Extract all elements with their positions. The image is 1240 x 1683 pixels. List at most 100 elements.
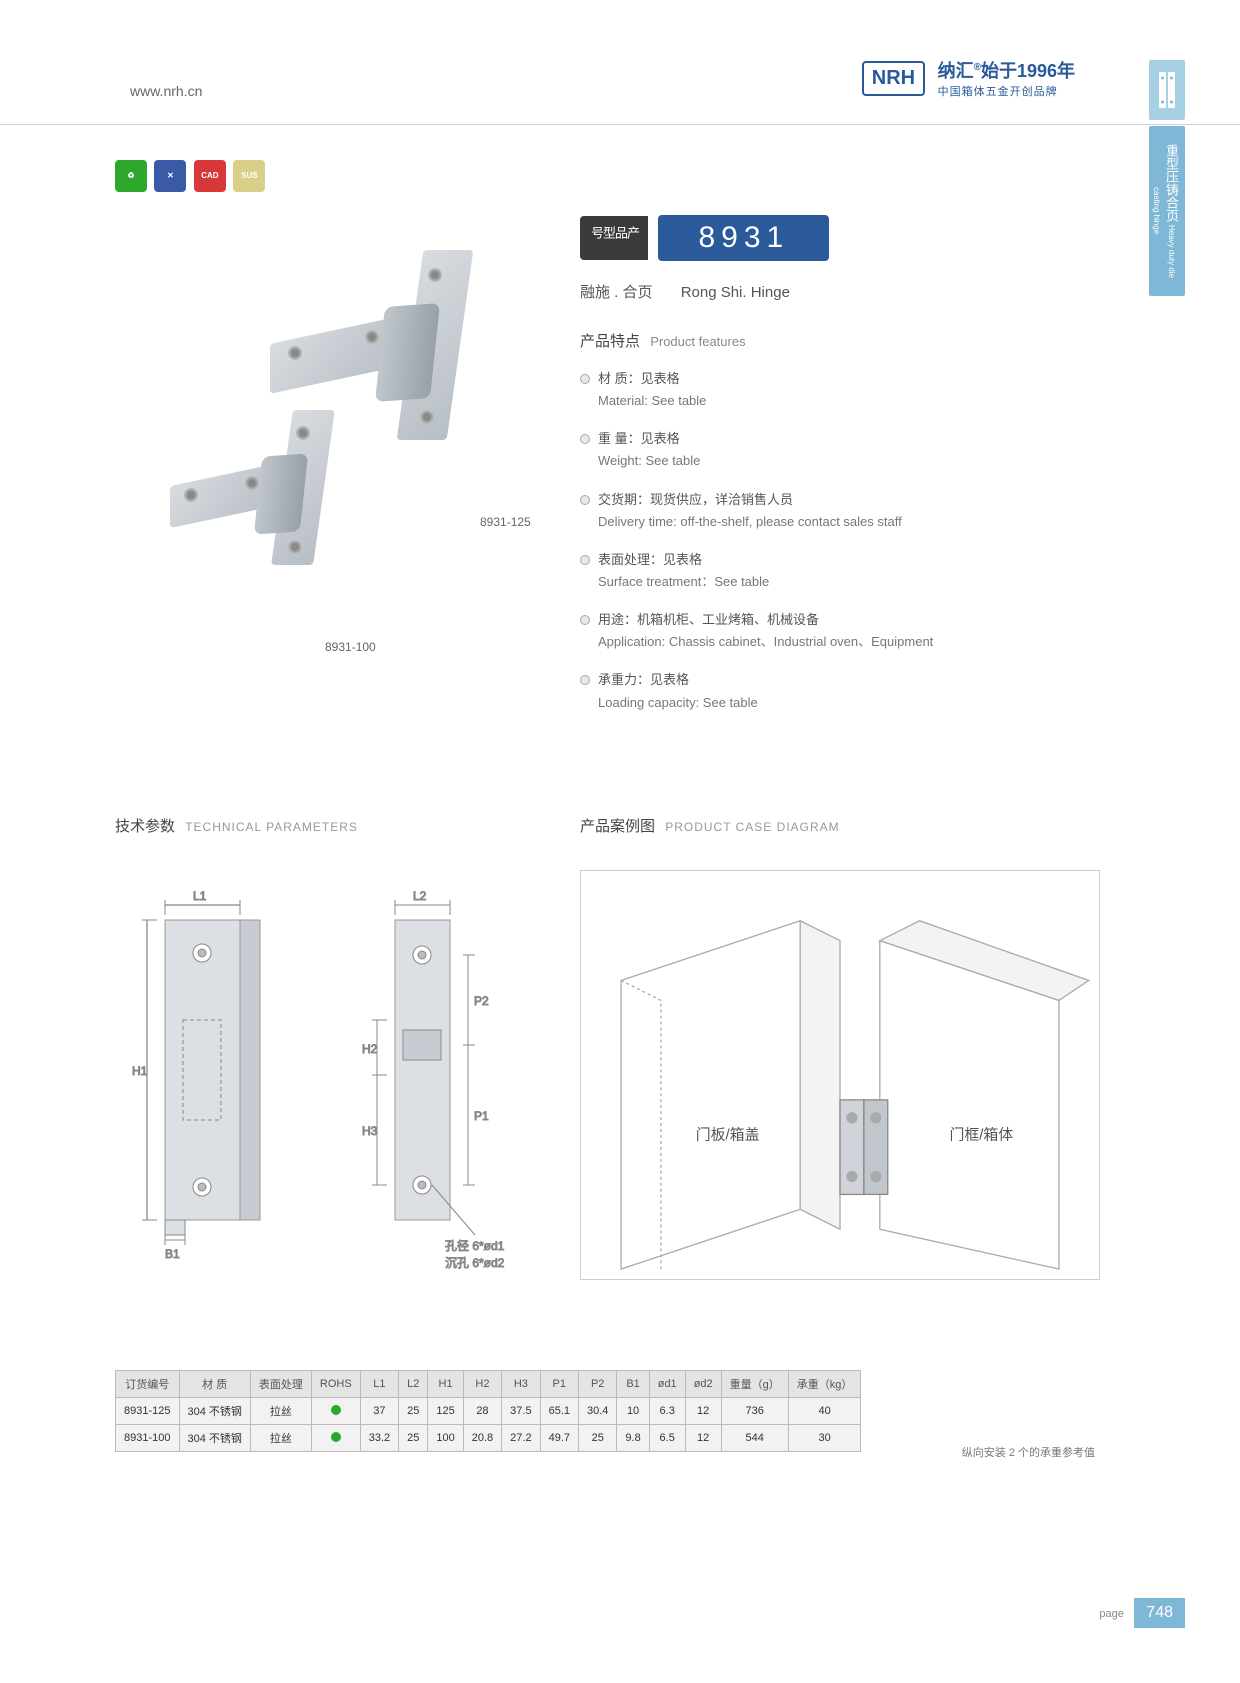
table-cell: 544: [721, 1425, 788, 1452]
case-diagram-title: 产品案例图 PRODUCT CASE DIAGRAM: [580, 815, 840, 836]
feature-item: 重 量：见表格Weight: See table: [580, 429, 1100, 471]
table-header: 重量（g）: [721, 1371, 788, 1398]
product-image-area: 8931-125 8931-100: [130, 230, 550, 700]
table-cell: 8931-125: [116, 1398, 180, 1425]
product-info: 产品型号 8931 融施 . 合页 Rong Shi. Hinge 产品特点 P…: [580, 215, 1100, 731]
model-number: 8931: [658, 215, 829, 261]
feature-list: 材 质：见表格Material: See table 重 量：见表格Weight:…: [580, 369, 1100, 713]
tech-params-title: 技术参数 TECHNICAL PARAMETERS: [115, 815, 358, 836]
table-cell: 65.1: [540, 1398, 578, 1425]
dim-H3: H3: [362, 1124, 378, 1138]
hole-note1: 孔径 6*ød1: [445, 1239, 505, 1253]
rohs-dot-icon: [331, 1432, 341, 1442]
feature-item: 交货期：现货供应，详洽销售人员Delivery time: off-the-sh…: [580, 490, 1100, 532]
badge-eco-icon: ♻: [115, 160, 147, 192]
table-cell: 736: [721, 1398, 788, 1425]
dim-L1: L1: [193, 889, 207, 903]
table-header: ød1: [649, 1371, 685, 1398]
table-cell: 37: [360, 1398, 398, 1425]
table-cell: 9.8: [617, 1425, 649, 1452]
hole-note2: 沉孔 6*ød2: [445, 1256, 505, 1270]
table-header: L2: [399, 1371, 428, 1398]
badge-sus-icon: SUS: [233, 160, 265, 192]
badge-cad-icon: CAD: [194, 160, 226, 192]
table-header: B1: [617, 1371, 649, 1398]
side-tab-icon: [1149, 60, 1185, 120]
table-cell: 125: [428, 1398, 463, 1425]
product-label-small: 8931-100: [325, 640, 376, 654]
table-cell: 49.7: [540, 1425, 578, 1452]
table-cell: 12: [685, 1398, 721, 1425]
feature-item: 用途：机箱机柜、工业烤箱、机械设备Application: Chassis ca…: [580, 610, 1100, 652]
table-header: P2: [579, 1371, 617, 1398]
dim-H1: H1: [132, 1064, 148, 1078]
feature-item: 材 质：见表格Material: See table: [580, 369, 1100, 411]
table-cell: 37.5: [502, 1398, 540, 1425]
table-header: P1: [540, 1371, 578, 1398]
dim-P1: P1: [474, 1109, 489, 1123]
page-header: www.nrh.cn NRH 纳汇®始于1996年 中国箱体五金开创品牌: [0, 75, 1240, 125]
table-header: H1: [428, 1371, 463, 1398]
table-cell: [311, 1398, 360, 1425]
page-label: page: [1099, 1608, 1123, 1620]
logo-brand-text: 纳汇®始于1996年 中国箱体五金开创品牌: [938, 57, 1075, 99]
table-cell: 27.2: [502, 1425, 540, 1452]
case-diagram: 门板/箱盖 门框/箱体: [580, 870, 1100, 1280]
table-header: H2: [463, 1371, 501, 1398]
table-cell: 拉丝: [250, 1425, 311, 1452]
model-label: 产品型号: [580, 216, 648, 260]
product-render-small: [170, 410, 410, 610]
table-header: 表面处理: [250, 1371, 311, 1398]
table-cell: 304 不锈钢: [179, 1425, 250, 1452]
dim-H2: H2: [362, 1042, 378, 1056]
dim-P2: P2: [474, 994, 489, 1008]
table-cell: 10: [617, 1398, 649, 1425]
side-tabs: 重型压铸合页 Heavy duty die casting hinge: [1149, 60, 1185, 302]
page-number: 748: [1134, 1598, 1185, 1628]
table-cell: 30: [788, 1425, 861, 1452]
dim-L2: L2: [413, 889, 427, 903]
table-cell: 40: [788, 1398, 861, 1425]
table-cell: 304 不锈钢: [179, 1398, 250, 1425]
side-tab-category: 重型压铸合页 Heavy duty die casting hinge: [1149, 126, 1185, 296]
page-footer: page 748: [1099, 1598, 1185, 1628]
table-header: L1: [360, 1371, 398, 1398]
table-row: 8931-125304 不锈钢拉丝 37251252837.565.130.410…: [116, 1398, 861, 1425]
product-subtitle: 融施 . 合页 Rong Shi. Hinge: [580, 281, 1100, 302]
table-cell: 25: [399, 1425, 428, 1452]
table-cell: 6.3: [649, 1398, 685, 1425]
table-header: ROHS: [311, 1371, 360, 1398]
table-cell: 33.2: [360, 1425, 398, 1452]
tech-drawing: L1 H1 B1 L2 H2 H3 P2 P1 孔径 6*ød1 沉孔 6*ød…: [115, 865, 535, 1305]
door-label: 门板/箱盖: [696, 1126, 760, 1144]
table-cell: 30.4: [579, 1398, 617, 1425]
model-row: 产品型号 8931: [580, 215, 1100, 261]
table-header: 材 质: [179, 1371, 250, 1398]
rohs-dot-icon: [331, 1405, 341, 1415]
features-title: 产品特点 Product features: [580, 330, 1100, 351]
table-cell: 拉丝: [250, 1398, 311, 1425]
logo-area: NRH 纳汇®始于1996年 中国箱体五金开创品牌: [862, 57, 1075, 99]
table-row: 8931-100304 不锈钢拉丝33.22510020.827.249.725…: [116, 1425, 861, 1452]
product-label-large: 8931-125: [480, 515, 531, 529]
table-header: ød2: [685, 1371, 721, 1398]
table-cell: 28: [463, 1398, 501, 1425]
table-cell: 25: [399, 1398, 428, 1425]
frame-label: 门框/箱体: [949, 1127, 1013, 1144]
spec-table: 订货编号材 质表面处理ROHSL1L2H1H2H3P1P2B1ød1ød2重量（…: [115, 1370, 861, 1452]
certification-badges: ♻ ✕ CAD SUS: [115, 160, 268, 192]
feature-item: 承重力：见表格Loading capacity: See table: [580, 670, 1100, 712]
table-header: H3: [502, 1371, 540, 1398]
table-cell: 6.5: [649, 1425, 685, 1452]
table-header: 订货编号: [116, 1371, 180, 1398]
table-cell: 25: [579, 1425, 617, 1452]
table-header: 承重（kg）: [788, 1371, 861, 1398]
table-cell: 12: [685, 1425, 721, 1452]
table-cell: 8931-100: [116, 1425, 180, 1452]
dim-B1: B1: [165, 1247, 180, 1261]
logo-nrh: NRH: [862, 61, 925, 96]
table-cell: [311, 1425, 360, 1452]
table-note: 纵向安装 2 个的承重参考值: [962, 1444, 1095, 1460]
badge-x-icon: ✕: [154, 160, 186, 192]
feature-item: 表面处理：见表格Surface treatment：See table: [580, 550, 1100, 592]
